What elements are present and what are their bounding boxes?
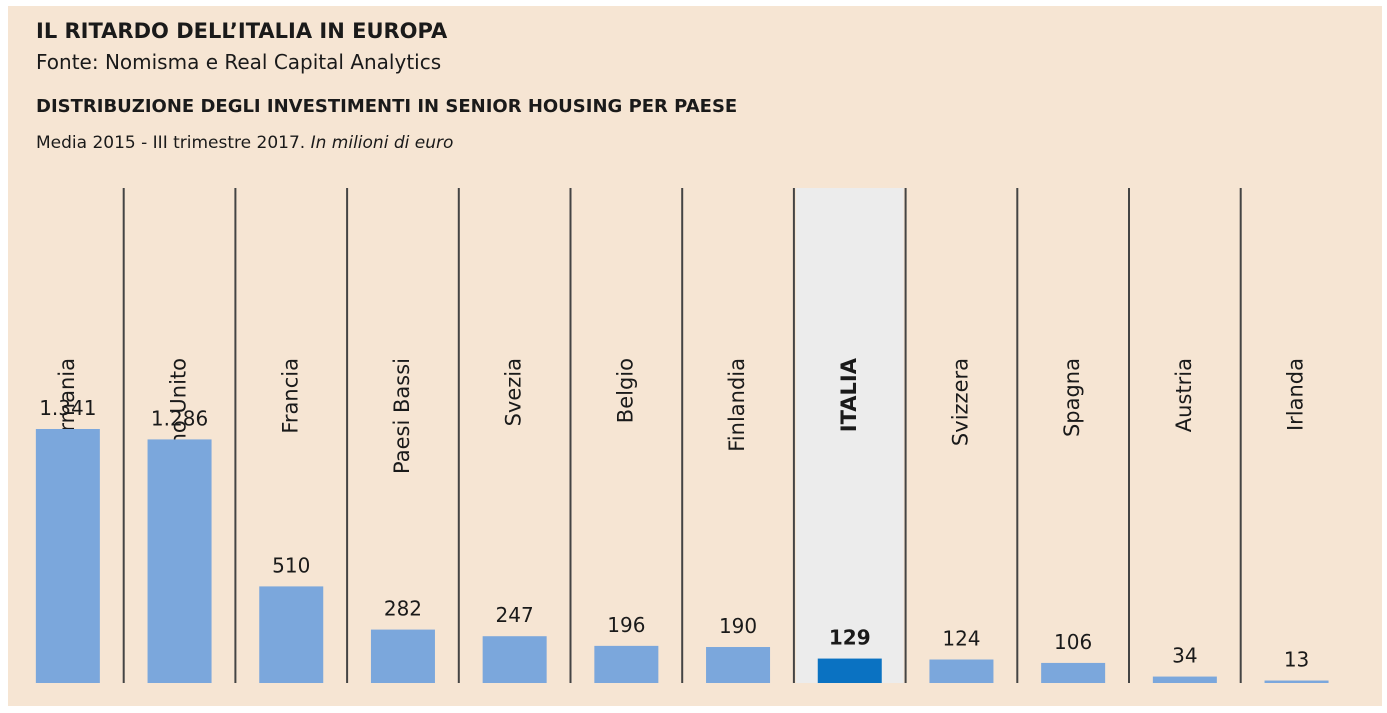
category-label: Finlandia — [725, 358, 749, 452]
bar — [370, 629, 435, 683]
category-label: Paesi Bassi — [390, 358, 414, 474]
category-label: Svezia — [502, 358, 526, 426]
value-label: 13 — [1284, 648, 1309, 672]
value-label: 196 — [607, 613, 645, 637]
bar — [35, 429, 100, 683]
background — [8, 6, 1382, 706]
value-label: 129 — [829, 626, 871, 650]
bar — [147, 439, 212, 683]
bar — [594, 645, 659, 683]
value-label: 1.286 — [151, 406, 208, 430]
value-label: 34 — [1172, 644, 1197, 668]
category-label: Francia — [278, 358, 302, 434]
value-label: 247 — [496, 603, 534, 627]
subtitle: DISTRIBUZIONE DEGLI INVESTIMENTI IN SENI… — [36, 96, 737, 117]
category-label: Spagna — [1060, 358, 1084, 437]
bar — [1152, 676, 1217, 683]
value-label: 510 — [272, 553, 310, 577]
chart-title: IL RITARDO DELL’ITALIA IN EUROPA — [36, 19, 448, 43]
category-label: ITALIA — [837, 357, 861, 432]
value-label: 282 — [384, 597, 422, 621]
bar — [706, 647, 771, 683]
bar — [482, 636, 547, 683]
bar — [1264, 680, 1329, 683]
bar — [817, 658, 882, 683]
note-line: Media 2015 - III trimestre 2017. In mili… — [36, 133, 453, 153]
value-label: 190 — [719, 614, 757, 638]
unit: In milioni di euro — [311, 133, 454, 153]
source: Fonte: Nomisma e Real Capital Analytics — [36, 50, 441, 74]
value-label: 1.341 — [39, 396, 96, 420]
bar — [259, 586, 324, 683]
bar — [929, 659, 994, 683]
category-label: Austria — [1172, 358, 1196, 432]
category-label: Belgio — [613, 358, 637, 423]
value-label: 106 — [1054, 630, 1092, 654]
note: Media 2015 - III trimestre 2017. — [36, 133, 305, 153]
highlight-column — [795, 188, 904, 683]
category-label: Svizzera — [948, 358, 972, 446]
bar — [1041, 662, 1106, 683]
category-label: Irlanda — [1284, 358, 1308, 431]
value-label: 124 — [942, 627, 980, 651]
